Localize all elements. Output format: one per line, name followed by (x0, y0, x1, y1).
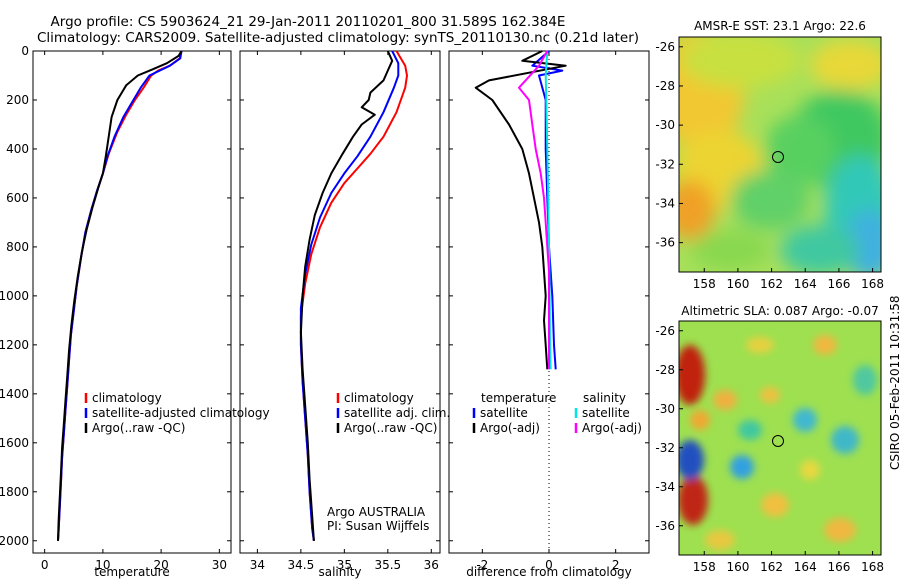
y-tick-label: 0 (21, 44, 29, 58)
map-y-tick-label: -34 (655, 480, 675, 494)
x-tick-label: 35 (337, 558, 352, 572)
map-x-tick-label: 168 (861, 560, 884, 574)
x-tick-label: 30 (212, 558, 227, 572)
y-tick-label: 1400 (0, 387, 29, 401)
map-y-tick-label: -34 (655, 196, 675, 210)
legend-label: satellite (480, 406, 528, 420)
map-x-tick-label: 164 (794, 560, 817, 574)
map-y-tick-label: -26 (655, 324, 675, 338)
sla-map-title: Altimetric SLA: 0.087 Argo: -0.07 (681, 304, 878, 318)
annotation-text: Argo AUSTRALIA (327, 505, 426, 519)
x-tick-label: 36 (424, 558, 439, 572)
map-y-tick-label: -36 (655, 236, 675, 250)
panel-frame (32, 50, 232, 554)
x-tick-label: 10 (95, 558, 110, 572)
x-axis-label: salinity (318, 565, 361, 579)
map-y-tick-label: -28 (655, 79, 675, 93)
sla-argo-marker (772, 435, 784, 447)
map-x-tick-label: 158 (693, 560, 716, 574)
map-x-tick-label: 166 (827, 277, 850, 291)
x-axis-label: temperature (94, 565, 169, 579)
map-y-tick-label: -30 (655, 118, 675, 132)
series-line-argo-raw-qc (299, 50, 394, 541)
map-x-tick-label: 162 (760, 277, 783, 291)
series-line-temperature-argo-adj (474, 50, 567, 370)
x-tick-label: 34.5 (288, 558, 315, 572)
legend-heading: salinity (583, 391, 626, 405)
map-x-tick-label: 166 (827, 560, 850, 574)
x-tick-label: 20 (153, 558, 168, 572)
legend-label: Argo(-adj) (582, 421, 642, 435)
x-tick-label: 2 (612, 558, 620, 572)
panel-frame (239, 50, 441, 554)
map-y-tick-label: -26 (655, 40, 675, 54)
sst-argo-marker (772, 151, 784, 163)
legend-label: climatology (92, 391, 162, 405)
y-tick-label: 200 (6, 93, 29, 107)
map-x-tick-label: 160 (726, 560, 749, 574)
map-y-tick-label: -36 (655, 519, 675, 533)
series-line-salinity-argo-adj (518, 50, 550, 370)
map-y-tick-label: -32 (655, 441, 675, 455)
x-tick-label: 0 (41, 558, 49, 572)
map-y-tick-label: -28 (655, 363, 675, 377)
y-tick-label: 1000 (0, 289, 29, 303)
y-tick-label: 2000 (0, 534, 29, 548)
map-x-tick-label: 158 (693, 277, 716, 291)
y-tick-label: 600 (6, 191, 29, 205)
map-x-tick-label: 164 (794, 277, 817, 291)
title-line-2: Climatology: CARS2009. Satellite-adjuste… (37, 30, 639, 46)
map-x-tick-label: 160 (726, 277, 749, 291)
y-tick-label: 1200 (0, 338, 29, 352)
series-line-argo-raw-qc (57, 50, 183, 541)
y-tick-label: 400 (6, 142, 29, 156)
series-line-climatology (299, 50, 408, 541)
sst-map-title: AMSR-E SST: 23.1 Argo: 22.6 (694, 19, 866, 33)
profile-panel-1: 34 34.5 35 35.5 36 salinity climatologysatelli… (239, 50, 450, 579)
x-tick-label: 34 (250, 558, 265, 572)
x-tick-label: -2 (476, 558, 488, 572)
legend-label: Argo(-adj) (480, 421, 540, 435)
x-axis-label: difference from climatology (466, 565, 632, 579)
y-tick-label: 1800 (0, 485, 29, 499)
legend-label: Argo(..raw -QC) (344, 421, 437, 435)
legend-heading: temperature (481, 391, 556, 405)
annotation-text: PI: Susan Wijffels (327, 519, 429, 533)
series-line-satellite-adj-clim (299, 50, 400, 541)
legend-label: satellite-adjusted climatology (92, 406, 270, 420)
map-x-tick-label: 162 (760, 560, 783, 574)
map-x-tick-label: 168 (861, 277, 884, 291)
legend-label: satellite (582, 406, 630, 420)
title-line-1: Argo profile: CS 5903624_21 29-Jan-2011 … (51, 14, 566, 30)
y-tick-label: 1600 (0, 436, 29, 450)
x-tick-label: 35.5 (374, 558, 401, 572)
legend-label: satellite adj. clim. (344, 406, 450, 420)
credit-label: CSIRO 05-Feb-2011 10:31:58 (888, 295, 900, 470)
map-y-tick-label: -30 (655, 402, 675, 416)
legend-label: climatology (344, 391, 414, 405)
profile-panel-0: 0 10 20 30 0 200 400 600 800 1000 1200 1400 1600 1800… (0, 44, 270, 579)
sla-map: Altimetric SLA: 0.087 Argo: -0.07 (655, 304, 884, 574)
legend-label: Argo(..raw -QC) (92, 421, 185, 435)
series-line-satellite-adjusted-climatology (57, 50, 183, 541)
x-tick-label: 0 (545, 558, 553, 572)
y-tick-label: 800 (6, 240, 29, 254)
map-y-tick-label: -32 (655, 157, 675, 171)
sst-map: AMSR-E SST: 23.1 Argo: 22.6 158 160 162 164… (655, 19, 884, 291)
